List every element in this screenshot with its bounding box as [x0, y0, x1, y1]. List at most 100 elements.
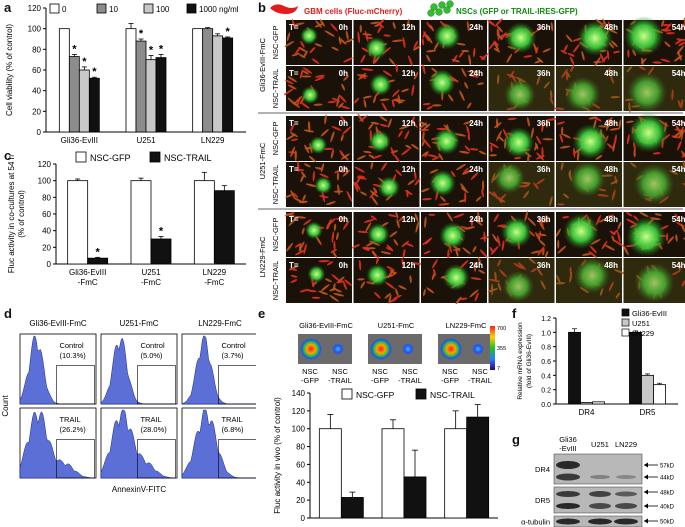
gbm-cell	[337, 276, 345, 283]
gbm-cell	[565, 70, 571, 78]
x-tick-label: -FmC	[78, 278, 98, 287]
gbm-cell	[312, 170, 315, 182]
nsc-cluster	[428, 69, 456, 96]
histogram	[19, 411, 97, 479]
band	[616, 475, 636, 479]
gbm-cell	[379, 123, 389, 127]
y-tick-label: 20	[42, 243, 51, 252]
gbm-cell	[641, 57, 644, 66]
gbm-cell	[377, 23, 385, 29]
gbm-cell	[462, 169, 473, 175]
gbm-cell	[678, 22, 685, 31]
gbm-cell	[479, 249, 488, 258]
image-col-label: -GFP	[301, 376, 319, 385]
signal-hot	[370, 338, 392, 360]
gbm-cell	[609, 127, 621, 131]
x-tick-label: DR4	[578, 408, 595, 417]
nsc-cluster	[505, 22, 537, 54]
gbm-cell	[387, 214, 397, 218]
lane-label: Gli36	[559, 435, 577, 444]
gbm-cell	[470, 277, 482, 280]
gbm-cell	[607, 21, 611, 29]
percent-value: (28.0%)	[140, 425, 167, 434]
marker-arrowhead	[644, 518, 648, 524]
timepoint-label: 12h	[402, 119, 416, 128]
y-tick-label: 80	[296, 443, 305, 452]
gbm-cell	[607, 119, 616, 125]
gbm-cell	[387, 118, 392, 128]
nsc-cluster	[368, 130, 391, 153]
gbm-cell	[394, 154, 401, 163]
gbm-cell	[315, 74, 325, 78]
gbm-cell	[299, 244, 302, 253]
panel-d-letter: d	[4, 306, 12, 321]
gbm-cell	[478, 150, 487, 155]
gate	[218, 439, 256, 479]
gbm-cell	[413, 72, 419, 80]
nsc-cluster	[504, 79, 536, 111]
gbm-cell	[462, 167, 469, 175]
timepoint-label: 36h	[537, 261, 551, 270]
gbm-cell	[424, 216, 427, 229]
y-tick-label: 0.4	[541, 373, 551, 380]
y-tick-label: 60	[296, 460, 305, 469]
gbm-cell	[664, 41, 671, 48]
gbm-cell	[412, 120, 418, 128]
blot-row-label: DR4	[535, 465, 550, 474]
gbm-cell	[673, 131, 682, 139]
gbm-cell	[313, 103, 323, 106]
histogram	[100, 409, 178, 479]
y-tick-label: 100	[292, 425, 306, 434]
gbm-cell	[346, 190, 353, 202]
count-label: Count	[1, 395, 10, 417]
y-tick-label: 120	[28, 4, 42, 13]
gbm-cell	[399, 125, 409, 130]
gbm-cell	[475, 196, 482, 202]
gbm-cell	[456, 42, 466, 46]
gbm-cell	[402, 36, 406, 49]
significance-star: *	[82, 56, 87, 68]
gbm-cell	[299, 54, 306, 59]
gbm-cell	[606, 143, 615, 150]
trail-haze	[623, 162, 685, 207]
gbm-cell	[365, 222, 372, 232]
gbm-cell	[300, 174, 305, 183]
gbm-cell	[429, 169, 439, 174]
nsc-cluster	[626, 216, 667, 257]
gbm-cell	[287, 84, 297, 90]
gbm-cell	[677, 50, 682, 61]
gbm-cell	[546, 118, 558, 121]
gbm-cell	[339, 105, 351, 110]
panel-b-timelapse: GBM cells (Fluc-mCherry) NSCs (GFP or TRA…	[258, 0, 685, 304]
gbm-cell	[682, 159, 685, 170]
gbm-cell	[391, 39, 404, 43]
gbm-cell	[595, 214, 601, 226]
y-axis-label: Relative mRNA expression	[517, 322, 524, 400]
timepoint-label: 12h	[402, 261, 416, 270]
gbm-cell	[401, 258, 405, 268]
control-label: Control	[221, 341, 246, 350]
y-tick-label: 0.2	[541, 388, 551, 395]
significance-star: *	[159, 226, 164, 238]
x-tick-label: Gli36-EvIII	[69, 268, 106, 277]
gbm-cell	[427, 154, 437, 158]
significance-star: *	[92, 66, 97, 78]
legend-swatch	[415, 388, 427, 400]
gbm-cell	[448, 94, 454, 102]
gbm-cell	[288, 217, 297, 226]
nsc-cell-icon	[443, 6, 451, 14]
gbm-cell	[371, 251, 378, 257]
gbm-cell	[557, 239, 560, 249]
gbm-cell	[455, 248, 459, 257]
gbm-cell	[497, 259, 501, 267]
gbm-cell	[638, 65, 646, 71]
timepoint-label: 36h	[537, 69, 551, 78]
gbm-cell	[466, 124, 470, 136]
gbm-cell	[604, 244, 616, 251]
gbm-cell	[289, 132, 298, 138]
gbm-cell	[354, 181, 361, 191]
timepoint-label: 24h	[469, 215, 483, 224]
timepoint-label: 12h	[402, 23, 416, 32]
trail-label: TRAIL	[59, 415, 80, 424]
gbm-cell	[610, 96, 621, 99]
